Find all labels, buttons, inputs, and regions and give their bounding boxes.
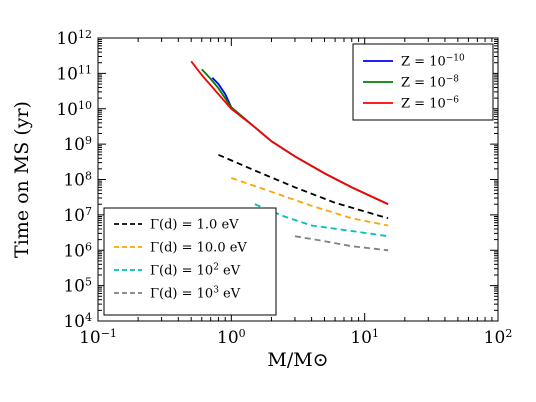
y-tick-label: 106 — [63, 240, 92, 262]
series-line-3 — [218, 153, 389, 220]
legend-label: Γ(d) = 103 eV — [150, 286, 241, 302]
legend-label: Z = 10−10 — [401, 54, 465, 70]
legend-label: Γ(d) = 102 eV — [150, 263, 241, 279]
x-tick-label: 101 — [350, 327, 379, 349]
series-line-4 — [231, 177, 389, 227]
x-tick-label: 100 — [217, 327, 246, 349]
x-tick-label: 102 — [484, 327, 513, 349]
legend-label: Γ(d) = 1.0 eV — [150, 218, 239, 233]
legend-decay-width: Γ(d) = 1.0 eV Γ(d) = 10.0 eV Γ(d) = 102 eV… — [103, 207, 277, 316]
y-tick-label: 1012 — [56, 28, 92, 50]
y-axis-label: Time on MS (yr) — [11, 101, 33, 258]
y-tick-label: 104 — [63, 311, 92, 333]
x-axis-label: M/M⊙ — [267, 349, 328, 371]
series-line-2 — [190, 60, 389, 206]
legend-label: Z = 10−6 — [401, 96, 459, 112]
y-tick-label: 105 — [63, 275, 92, 297]
data-series — [190, 60, 389, 252]
series-line-6 — [294, 235, 389, 252]
y-tick-label: 1010 — [56, 98, 92, 120]
y-tick-label: 1011 — [56, 63, 92, 85]
axis-ticks: 10−1 100 101 102 104 105 106 107 108 109 1010 1011 1… — [56, 28, 512, 349]
y-tick-label: 107 — [63, 204, 92, 226]
y-tick-label: 108 — [63, 169, 92, 191]
legend-metallicity: Z = 10−10 Z = 10−8 Z = 10−6 — [352, 43, 494, 121]
x-tick-label: 10−1 — [79, 327, 117, 349]
legend-box — [103, 207, 277, 316]
legend-label: Γ(d) = 10.0 eV — [150, 241, 247, 256]
legend-label: Z = 10−8 — [401, 75, 459, 91]
y-tick-label: 109 — [63, 134, 92, 156]
